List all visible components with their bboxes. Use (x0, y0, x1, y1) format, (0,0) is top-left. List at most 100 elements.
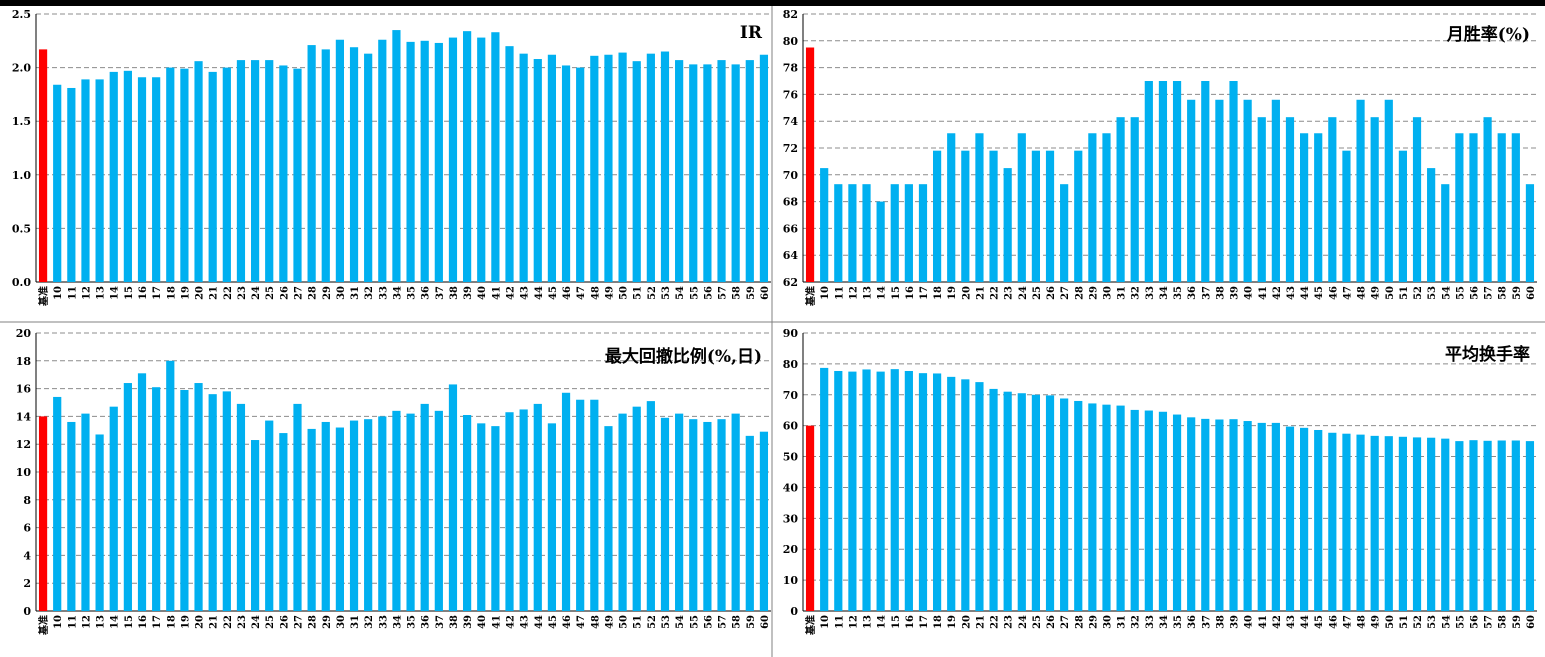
x-tick-label: 30 (1102, 286, 1113, 300)
x-tick-label: 56 (1469, 615, 1480, 629)
bar-60 (759, 431, 769, 611)
x-tick-label: 40 (1244, 615, 1255, 629)
y-tick-label: 82 (783, 8, 798, 21)
bar-29 (321, 421, 330, 611)
bar-60 (1525, 441, 1535, 611)
bar-55 (1455, 441, 1464, 611)
bar-33 (378, 39, 387, 283)
bar-21 (208, 394, 217, 611)
bar-57 (1483, 440, 1492, 611)
bar-59 (745, 435, 754, 611)
x-tick-label: 60 (1526, 615, 1537, 629)
x-tick-label: 26 (279, 615, 290, 629)
bar-28 (1074, 150, 1083, 282)
bar-45 (547, 54, 557, 282)
x-tick-label: 39 (463, 286, 474, 300)
x-tick-label: 12 (848, 286, 859, 300)
x-tick-label: 36 (421, 286, 432, 300)
x-tick-label: 51 (633, 615, 644, 629)
bar-41 (491, 426, 500, 611)
y-tick-label: 66 (783, 222, 799, 235)
y-tick-label: 20 (16, 327, 32, 340)
bar-30 (1102, 404, 1111, 611)
bar-27 (293, 403, 302, 611)
x-tick-label: 48 (590, 286, 601, 300)
x-tick-label: 44 (1300, 615, 1311, 629)
x-tick-label: 49 (604, 615, 615, 629)
x-tick-label: 60 (1526, 286, 1537, 300)
bar-54 (1441, 438, 1450, 611)
x-tick-label: 20 (961, 615, 972, 629)
y-tick-label: 70 (783, 389, 799, 402)
x-tick-label: 41 (1258, 286, 1269, 300)
x-tick-label: 15 (891, 615, 902, 629)
bar-42 (505, 412, 514, 611)
x-tick-label: 基准 (804, 615, 817, 636)
bar-30 (335, 39, 344, 283)
x-tick-label: 11 (834, 286, 845, 300)
bar-19 (180, 389, 189, 611)
bar-28 (307, 428, 316, 611)
x-tick-label: 12 (848, 615, 859, 629)
x-tick-label: 36 (421, 615, 432, 629)
x-tick-label: 49 (1371, 615, 1382, 629)
x-tick-label: 55 (689, 286, 700, 300)
x-tick-label: 47 (576, 286, 587, 300)
x-tick-label: 57 (718, 615, 729, 629)
x-tick-label: 53 (661, 286, 672, 300)
x-tick-label: 20 (961, 286, 972, 300)
x-tick-label: 35 (1173, 286, 1184, 300)
x-tick-label: 56 (703, 286, 714, 300)
bar-26 (1045, 150, 1055, 282)
y-tick-label: 62 (783, 276, 798, 289)
bar-40 (1243, 421, 1252, 611)
x-tick-label: 43 (1286, 615, 1297, 629)
bar-56 (1469, 133, 1478, 282)
x-tick-label: 21 (209, 615, 220, 629)
x-tick-label: 22 (223, 286, 234, 300)
x-tick-label: 48 (590, 615, 601, 629)
x-tick-label: 17 (152, 286, 163, 300)
bar-20 (961, 379, 970, 611)
bar-59 (745, 60, 754, 282)
x-tick-label: 35 (407, 286, 418, 300)
bar-36 (420, 403, 429, 611)
bar-48 (1356, 99, 1365, 282)
bar-15 (890, 184, 899, 282)
bar-23 (236, 403, 246, 611)
x-tick-label: 31 (350, 615, 361, 629)
x-tick-label: 21 (975, 286, 986, 300)
bar-12 (81, 413, 90, 611)
x-tick-label: 基准 (37, 286, 50, 307)
bar-12 (81, 79, 90, 282)
top-border-bar (0, 0, 1545, 6)
x-tick-label: 27 (1060, 615, 1071, 629)
x-tick-label: 29 (322, 615, 333, 629)
x-tick-label: 14 (877, 615, 888, 629)
x-tick-label: 19 (180, 286, 191, 300)
x-tick-label: 18 (933, 615, 944, 629)
x-tick-label: 54 (675, 286, 686, 300)
bar-58 (1497, 440, 1506, 611)
bar-22 (222, 391, 231, 611)
x-tick-label: 55 (1455, 286, 1466, 300)
x-tick-label: 19 (180, 615, 191, 629)
bar-50 (618, 413, 627, 611)
x-tick-label: 17 (919, 286, 930, 300)
x-tick-label: 43 (520, 286, 531, 300)
bar-51 (1398, 150, 1407, 282)
bar-36 (1187, 417, 1196, 611)
bar-34 (392, 30, 401, 282)
bar-10 (53, 84, 62, 282)
bar-18 (933, 150, 942, 282)
bars (805, 367, 1535, 611)
x-tick-label: 57 (1484, 286, 1495, 300)
bar-39 (463, 31, 472, 283)
x-tick-label: 28 (1074, 286, 1085, 300)
bar-48 (1356, 434, 1365, 611)
bar-42 (1271, 99, 1280, 282)
x-tick-label: 12 (81, 286, 92, 300)
x-tick-label: 28 (308, 615, 319, 629)
x-tick-label: 44 (534, 286, 545, 300)
bar-27 (293, 68, 302, 282)
